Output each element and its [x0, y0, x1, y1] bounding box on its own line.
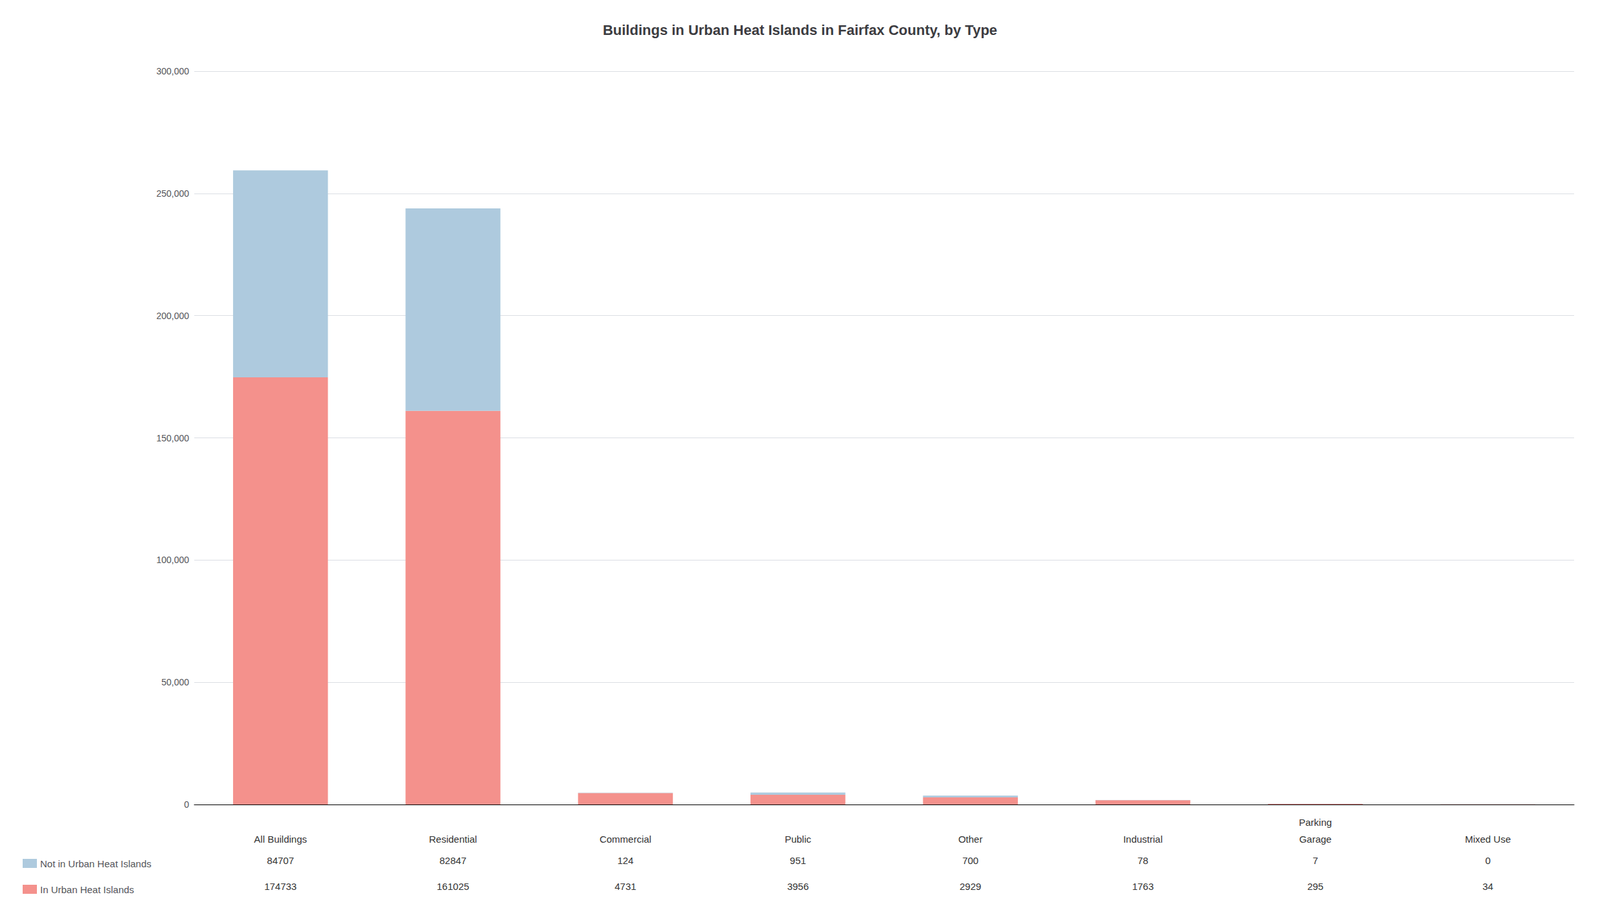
- svg-text:100,000: 100,000: [156, 554, 190, 566]
- svg-text:124: 124: [617, 855, 634, 867]
- svg-text:200,000: 200,000: [156, 310, 190, 322]
- svg-text:700: 700: [962, 855, 979, 867]
- svg-text:Other: Other: [958, 833, 983, 846]
- svg-text:150,000: 150,000: [156, 433, 190, 444]
- svg-text:7: 7: [1312, 855, 1318, 867]
- svg-text:All Buildings: All Buildings: [253, 833, 307, 846]
- svg-text:Commercial: Commercial: [599, 833, 652, 846]
- svg-text:78: 78: [1137, 855, 1149, 867]
- svg-text:951: 951: [789, 855, 807, 867]
- svg-text:Public: Public: [784, 833, 812, 846]
- svg-text:84707: 84707: [266, 855, 294, 867]
- svg-text:In Urban Heat Islands: In Urban Heat Islands: [40, 884, 135, 896]
- svg-text:Residential: Residential: [428, 833, 477, 846]
- svg-text:34: 34: [1482, 881, 1494, 893]
- svg-text:0: 0: [183, 799, 190, 811]
- svg-text:Buildings in Urban Heat Island: Buildings in Urban Heat Islands in Fairf…: [602, 22, 998, 39]
- svg-text:1763: 1763: [1131, 881, 1154, 893]
- svg-text:2929: 2929: [959, 881, 981, 893]
- svg-text:Garage: Garage: [1298, 833, 1332, 846]
- svg-text:Parking: Parking: [1298, 817, 1332, 829]
- svg-text:300,000: 300,000: [156, 66, 190, 77]
- svg-text:Industrial: Industrial: [1123, 833, 1163, 846]
- svg-text:161025: 161025: [437, 881, 470, 893]
- svg-text:250,000: 250,000: [156, 188, 190, 199]
- svg-text:82847: 82847: [439, 855, 467, 867]
- svg-text:295: 295: [1307, 881, 1324, 893]
- svg-text:50,000: 50,000: [161, 677, 190, 688]
- svg-text:Mixed Use: Mixed Use: [1464, 833, 1511, 846]
- svg-text:0: 0: [1485, 855, 1491, 867]
- svg-text:3956: 3956: [787, 881, 809, 893]
- svg-text:174733: 174733: [264, 881, 297, 893]
- svg-text:Not in Urban Heat Islands: Not in Urban Heat Islands: [40, 858, 152, 870]
- svg-text:4731: 4731: [614, 881, 636, 893]
